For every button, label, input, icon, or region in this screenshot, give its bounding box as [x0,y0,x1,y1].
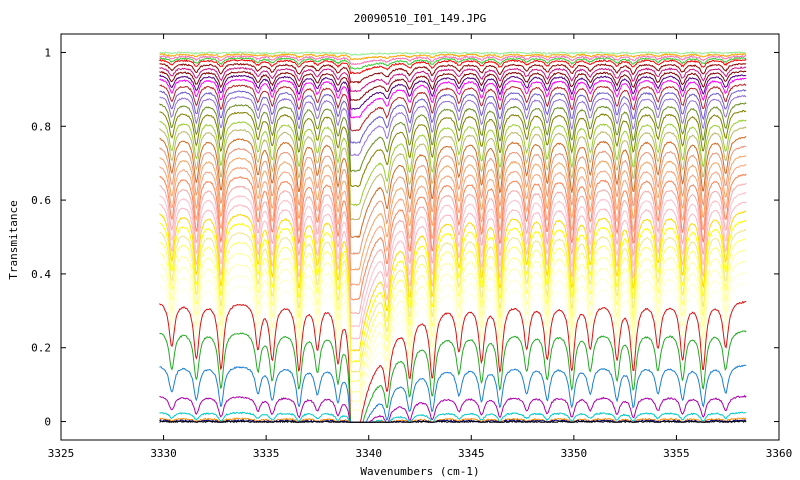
series-line [159,74,747,110]
series-line [159,126,747,221]
y-tick-label: 0 [44,416,51,429]
series-line [159,201,747,340]
series-line [159,420,747,424]
series-line [159,210,747,352]
y-tick-label: 0.2 [31,342,51,355]
series-line [159,271,747,412]
y-tick-label: 0.4 [31,268,51,281]
y-tick-label: 0.8 [31,120,51,133]
y-tick-label: 0.6 [31,194,51,207]
x-tick-label: 3355 [663,447,690,460]
series-line [159,89,747,145]
series-line [159,182,747,315]
series-line [159,364,747,423]
series-line [159,110,747,188]
x-tick-label: 3330 [150,447,177,460]
series-line [159,249,747,393]
y-tick-label: 1 [44,46,51,59]
series-line [159,300,747,423]
series-line [159,53,747,61]
y-axis-label: Transmitance [7,200,20,279]
series-line [159,163,747,287]
series-line [159,54,747,66]
x-tick-label: 3335 [253,447,280,460]
series-line [159,83,747,132]
series-line [159,411,747,423]
series-line [159,94,747,157]
x-tick-label: 3340 [355,447,382,460]
series-line [159,70,747,102]
series-line [159,77,747,119]
series-line [159,119,747,207]
series-line [159,57,747,70]
series-line [159,66,747,93]
axes-layer: 3325 3330 3335 3340 3345 3350 3355 3360 0 0.2 0.4 0… [31,33,793,460]
x-tick-label: 3350 [561,447,588,460]
series-line [159,145,747,255]
series-line [159,155,747,271]
x-tick-label: 3360 [766,447,793,460]
series-line [159,62,747,84]
series-line [159,282,747,419]
series-line [159,228,747,374]
series-line [159,136,747,239]
x-tick-label: 3325 [48,447,75,460]
series-line [159,191,747,328]
x-axis-label: Wavenumbers (cm-1) [360,465,479,478]
series-line [159,102,747,173]
chart-title: 20090510_I01_149.JPG [354,12,486,25]
series-line [159,419,747,424]
series-line [159,173,747,301]
series-line [159,50,747,56]
series-line [159,260,747,403]
series-line [159,219,747,363]
plot-frame [60,33,780,441]
series-line [159,394,747,423]
series-line [159,330,747,423]
x-tick-label: 3345 [458,447,485,460]
series-line [159,238,747,383]
series-layer [159,50,747,424]
series-line [159,58,747,75]
